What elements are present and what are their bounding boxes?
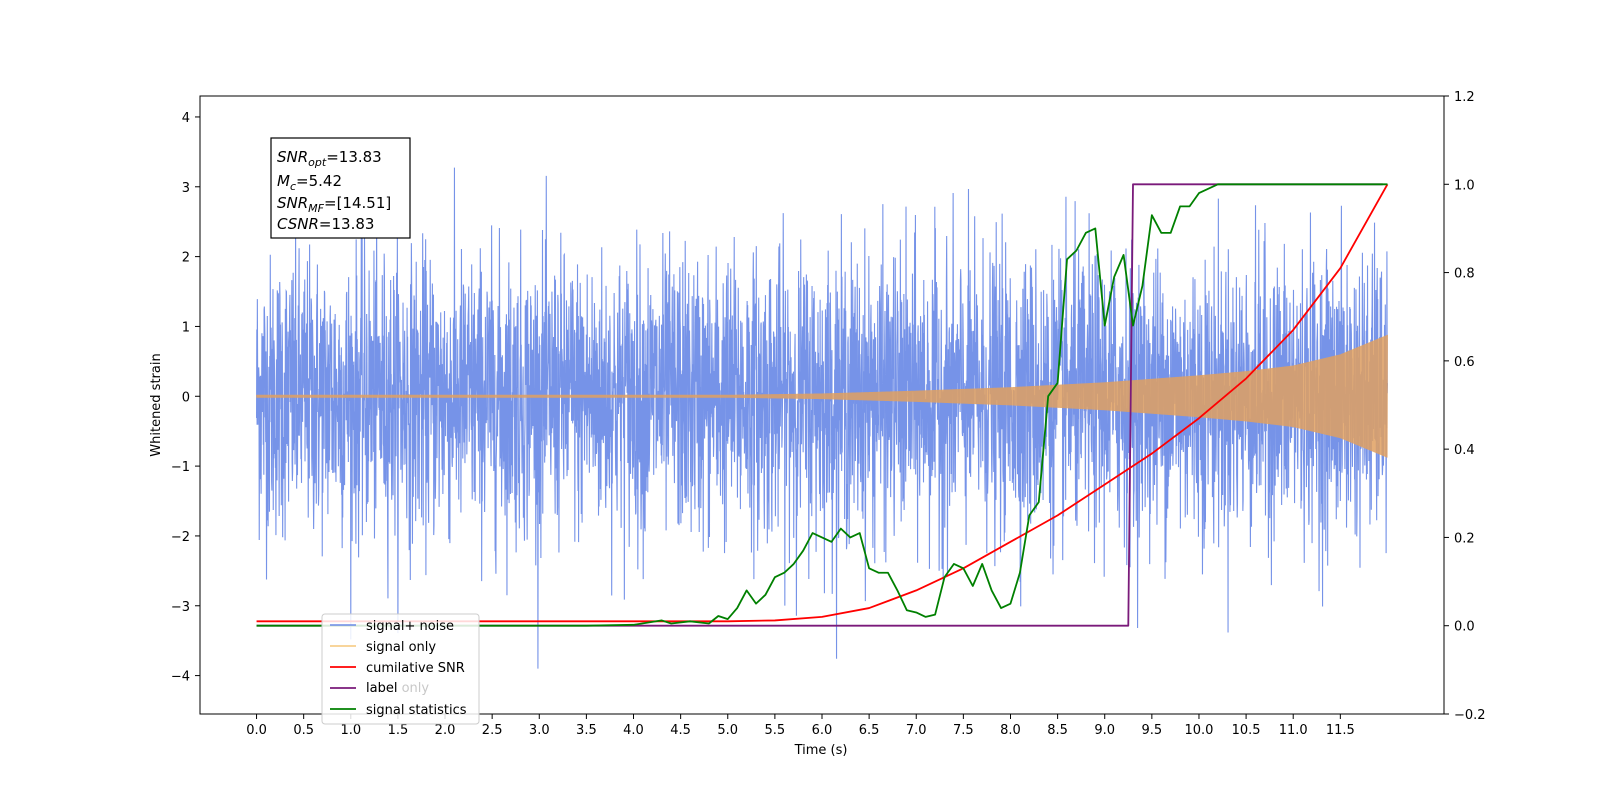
y2-tick-label: 0.2 [1454,531,1475,546]
y-tick-label: −4 [171,670,190,685]
stats-box: SNRopt=13.83 Mc=5.42 SNRMF=[14.51] CSNR=… [270,137,411,239]
x-tick-label: 0.0 [246,723,267,738]
stats-mc: Mc=5.42 [277,172,342,193]
legend-label-signal-noise: signal+ noise [366,619,454,634]
stats-box-frame [270,137,411,239]
x-tick-label: 11.0 [1279,723,1308,738]
x-tick-label: 10.0 [1184,723,1213,738]
series-cumulative-snr [256,183,1389,623]
x-tick-label: 8.0 [1000,723,1021,738]
y-tick-label: 1 [182,320,190,335]
x-tick-label: 10.5 [1232,723,1261,738]
y2-tick-label: 0.6 [1454,355,1475,370]
y-tick-label: 2 [182,251,190,266]
legend-label-signal-only: signal only [366,640,436,655]
legend: label only signal+ noise signal only cum… [321,613,480,725]
x-tick-label: 8.5 [1047,723,1068,738]
x-tick-label: 7.5 [953,723,974,738]
y-tick-label: 3 [182,181,190,196]
legend-label-signal-statistics: signal statistics [366,703,467,718]
x-axis: 0.0 0.5 1.0 1.5 2.0 2.5 3.0 3.5 4.0 4.5 5.0 5.5 6.0 6… [246,714,1355,738]
x-tick-label: 2.5 [482,723,503,738]
x-tick-label: 7.0 [906,723,927,738]
x-tick-label: 9.5 [1142,723,1163,738]
x-tick-label: 0.5 [293,723,314,738]
x-tick-label: 5.5 [765,723,786,738]
legend-ghost-text: label only [366,681,429,696]
x-tick-label: 2.0 [435,723,456,738]
y2-tick-label: −0.2 [1454,708,1486,723]
x-tick-label: 6.0 [812,723,833,738]
y2-tick-label: 1.2 [1454,90,1475,105]
series-signal-only [256,334,1388,458]
x-tick-label: 9.0 [1094,723,1115,738]
series-layer [256,167,1389,669]
y2-tick-label: 1.0 [1454,178,1475,193]
x-tick-label: 4.5 [670,723,691,738]
x-tick-label: 1.0 [340,723,361,738]
y-axis-label: Whitened strain [149,353,164,456]
y-tick-label: 4 [182,111,190,126]
legend-frame [321,613,480,725]
x-axis-label: Time (s) [794,743,848,758]
x-tick-label: 6.5 [859,723,880,738]
y2-tick-label: 0.4 [1454,443,1475,458]
x-tick-label: 3.0 [529,723,550,738]
y-tick-label: −2 [171,530,190,545]
y-axis-left: 4 3 2 1 0 −1 −2 −3 −4 [171,111,200,685]
x-tick-label: 5.0 [717,723,738,738]
x-tick-label: 1.5 [388,723,409,738]
stats-csnr: CSNR=13.83 [277,215,374,233]
y2-tick-label: 0.8 [1454,267,1475,282]
legend-label-label: label [366,681,397,696]
y-tick-label: −1 [171,460,190,475]
y-tick-label: −3 [171,600,190,615]
stats-snr-mf: SNRMF=[14.51] [277,194,391,215]
stats-snr-opt: SNRopt=13.83 [277,148,382,169]
y-tick-label: 0 [182,390,190,405]
x-tick-label: 3.5 [576,723,597,738]
series-signal-statistics [256,183,1388,627]
x-tick-label: 4.0 [623,723,644,738]
legend-label-cumulative-snr: cumilative SNR [366,661,465,676]
y-axis-right: 1.2 1.0 0.8 0.6 0.4 0.2 0.0 −0.2 [1444,90,1486,723]
x-tick-label: 11.5 [1326,723,1355,738]
y2-tick-label: 0.0 [1454,620,1475,635]
